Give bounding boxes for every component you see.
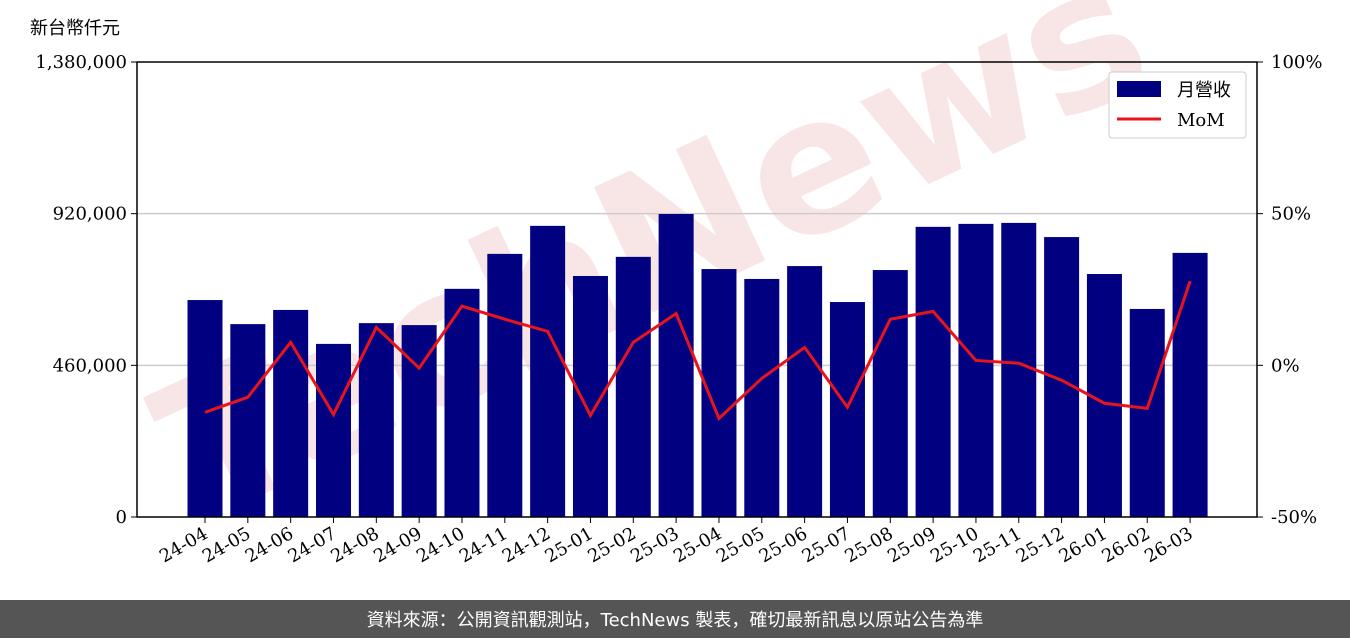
- bar: [701, 269, 737, 517]
- y-tick-label: 920,000: [53, 204, 127, 225]
- bar: [744, 278, 780, 517]
- x-tick-label: 24-08: [327, 523, 382, 567]
- x-tick-label: 25-10: [927, 523, 982, 567]
- x-tick-label: 25-05: [713, 523, 768, 567]
- bar: [658, 213, 694, 517]
- legend-label: 月營收: [1177, 80, 1231, 101]
- x-tick-label: 26-03: [1141, 523, 1196, 567]
- y2-tick-label: 0%: [1271, 355, 1300, 376]
- bar: [487, 253, 523, 518]
- bar: [401, 325, 437, 517]
- x-tick-label: 25-07: [799, 523, 854, 567]
- footer-bar: [0, 600, 1350, 638]
- bar: [530, 225, 566, 517]
- bar: [915, 226, 951, 517]
- y-axis-label: 新台幣仟元: [30, 18, 120, 39]
- x-tick-label: 25-09: [884, 523, 939, 567]
- bar: [1001, 222, 1037, 517]
- bar: [1172, 252, 1208, 518]
- x-tick-label: 26-01: [1055, 523, 1110, 567]
- y-tick-label: 1,380,000: [35, 52, 127, 73]
- x-tick-label: 25-02: [584, 523, 639, 567]
- bar: [1129, 308, 1165, 517]
- bar: [358, 323, 394, 517]
- x-tick-label: 24-04: [156, 523, 211, 567]
- y2-tick-label: -50%: [1271, 507, 1317, 528]
- bar: [787, 266, 823, 517]
- y2-tick-label: 50%: [1271, 204, 1311, 225]
- x-tick-label: 25-08: [841, 523, 896, 567]
- x-tick-label: 24-11: [456, 523, 511, 567]
- bar: [444, 288, 480, 517]
- bar: [230, 324, 266, 517]
- bar: [958, 223, 994, 517]
- x-tick-label: 26-02: [1098, 523, 1153, 567]
- x-tick-label: 25-03: [627, 523, 682, 567]
- x-tick-label: 25-12: [1013, 523, 1068, 567]
- x-tick-label: 25-01: [542, 523, 597, 567]
- legend-swatch: [1117, 81, 1161, 97]
- footer: 資料來源：公開資訊觀測站，TechNews 製表，確切最新訊息以原站公告為準: [367, 610, 984, 631]
- x-tick-label: 25-04: [670, 523, 725, 567]
- x-tick-label: 24-09: [370, 523, 425, 567]
- plot-frame: [136, 61, 1258, 518]
- bar: [872, 270, 908, 517]
- bar: [315, 343, 351, 517]
- x-tick-label: 25-06: [756, 523, 811, 567]
- x-tick-label: 24-10: [413, 523, 468, 567]
- legend-label: MoM: [1177, 110, 1225, 131]
- line: [204, 280, 1192, 421]
- x-tick-label: 25-11: [970, 523, 1025, 567]
- y2-tick-label: 100%: [1271, 52, 1322, 73]
- bar: [615, 256, 651, 517]
- bar: [1044, 237, 1080, 517]
- y-tick-label: 0: [116, 507, 127, 528]
- x-tick-label: 24-12: [499, 523, 554, 567]
- y-tick-label: 460,000: [53, 355, 127, 376]
